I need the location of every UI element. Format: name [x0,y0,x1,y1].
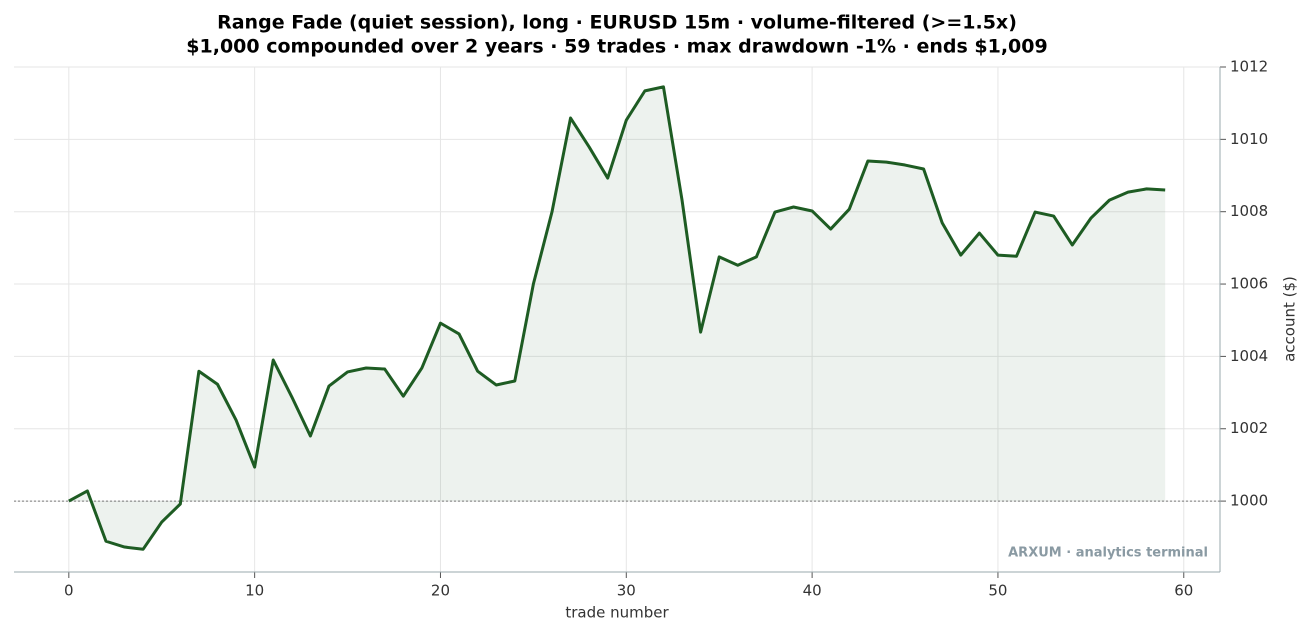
y-axis-label: account ($) [1281,276,1299,362]
x-tick-label: 50 [988,582,1007,600]
y-tick-label: 1008 [1230,202,1268,220]
line [68,85,1166,551]
chart-title: Range Fade (quiet session), long · EURUS… [217,12,1017,34]
chart-subtitle: $1,000 compounded over 2 years · 59 trad… [186,36,1047,58]
x-tick-label: 60 [1174,582,1193,600]
watermark: ARXUM · analytics terminal [1008,546,1208,561]
y-tick-label: 1002 [1230,419,1268,437]
area-fill [68,86,1166,550]
y-tick-label: 1006 [1230,275,1268,293]
x-tick-label: 30 [617,582,636,600]
x-axis-label: trade number [565,604,669,622]
y-tick-label: 1012 [1230,58,1268,76]
y-tick-label: 1000 [1230,492,1268,510]
x-tick-label: 40 [803,582,822,600]
x-tick-label: 0 [64,582,74,600]
x-tick-label: 10 [245,582,264,600]
y-tick-label: 1010 [1230,130,1268,148]
y-tick-label: 1004 [1230,347,1268,365]
x-tick-label: 20 [431,582,450,600]
